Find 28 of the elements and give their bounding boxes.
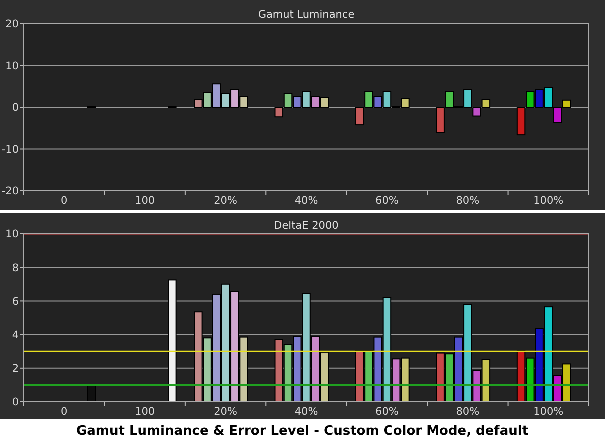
x-tick-label: 80% bbox=[456, 406, 480, 418]
x-tick-label: 60% bbox=[376, 406, 399, 418]
y-tick-label: 10 bbox=[6, 60, 19, 72]
y-tick-label: 4 bbox=[12, 329, 20, 342]
chart-title: DeltaE 2000 bbox=[274, 220, 339, 232]
x-tick-label: 100% bbox=[534, 195, 564, 207]
x-tick-label: 60% bbox=[376, 195, 399, 207]
y-tick-label: 8 bbox=[12, 262, 19, 274]
y-tick-label: -20 bbox=[2, 186, 19, 198]
x-tick-label: 0 bbox=[61, 406, 68, 418]
x-tick-label: 80% bbox=[456, 195, 480, 207]
text: Gamut Luminance & Error Level - Custom Color Mode, default bbox=[76, 424, 529, 439]
x-tick-label: 40% bbox=[294, 406, 318, 418]
y-tick-label: 2 bbox=[12, 363, 19, 376]
y-tick-label: 20 bbox=[6, 18, 19, 31]
y-tick-label: 6 bbox=[12, 296, 20, 308]
x-tick-label: 100 bbox=[135, 195, 156, 207]
y-tick-label: 10 bbox=[6, 228, 19, 241]
x-tick-label: 40% bbox=[294, 195, 318, 207]
x-tick-label: 100 bbox=[135, 406, 156, 418]
x-tick-label: 20% bbox=[214, 195, 238, 207]
y-tick-label: -10 bbox=[2, 144, 19, 156]
x-tick-label: 0 bbox=[61, 195, 68, 207]
y-tick-label: 0 bbox=[12, 396, 19, 409]
chart-title: Gamut Luminance bbox=[258, 9, 355, 21]
x-tick-label: 20% bbox=[214, 406, 238, 418]
x-tick-label: 100% bbox=[534, 406, 564, 418]
y-tick-label: 0 bbox=[12, 102, 19, 114]
